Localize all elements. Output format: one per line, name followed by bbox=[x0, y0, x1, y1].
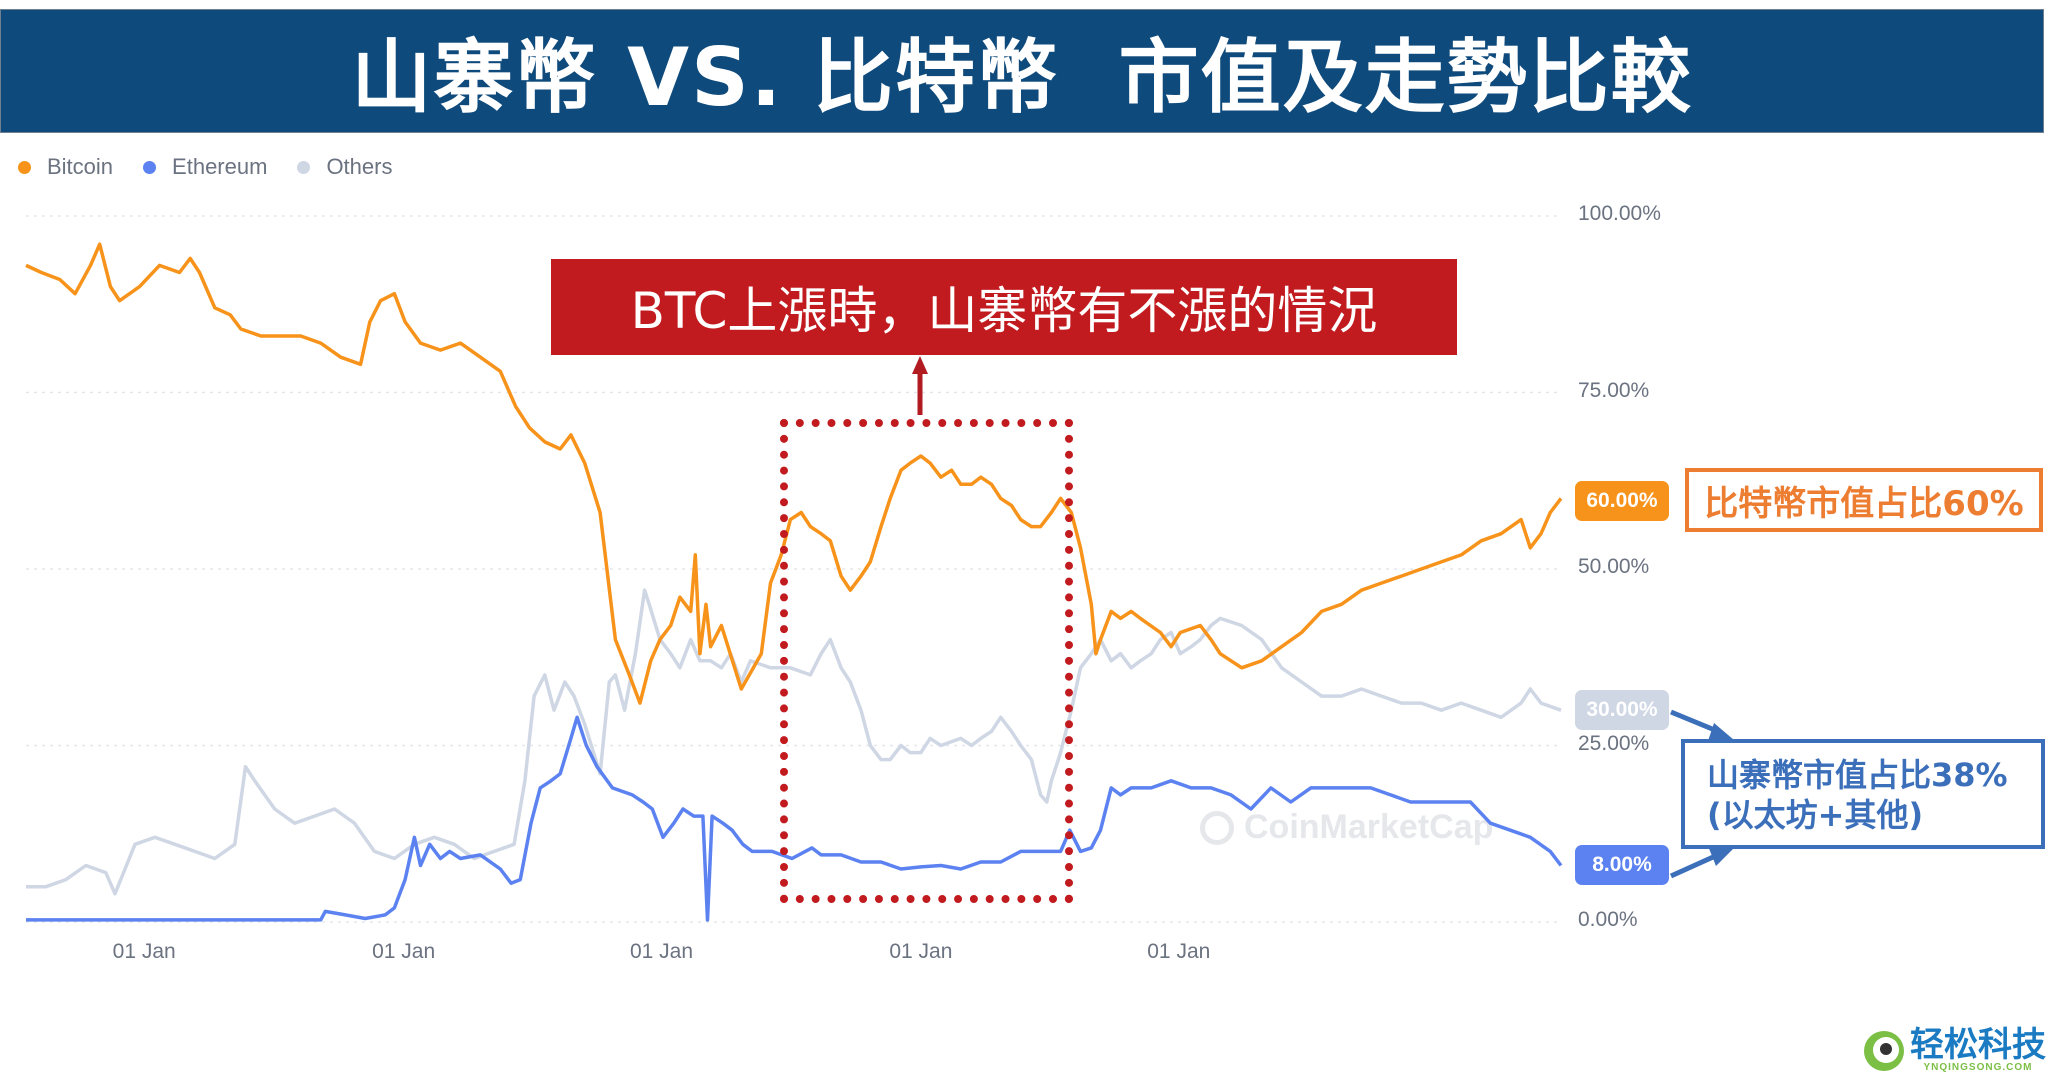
legend-item-ethereum[interactable]: Ethereum bbox=[143, 154, 267, 180]
series-line-others bbox=[26, 588, 1562, 896]
brand-logo: 轻松科技 YNQINGSONG.COM bbox=[1864, 1028, 2046, 1073]
series-line-ethereum bbox=[26, 715, 1563, 922]
brand-name: 轻松科技 bbox=[1910, 1025, 2046, 1065]
red-arrow-head-icon bbox=[912, 356, 928, 374]
altcoin-dominance-note: 山寨幣市值占比38% (以太坊+其他) bbox=[1681, 739, 2045, 849]
bitcoin-value-badge: 60.00% bbox=[1575, 481, 1669, 521]
y-tick-label: 25.00% bbox=[1578, 731, 1650, 755]
series-line-bitcoin bbox=[25, 242, 1563, 705]
legend-label: Others bbox=[326, 154, 393, 179]
x-tick-label: 01 Jan bbox=[629, 940, 694, 963]
blue-arrow-upper-head-icon bbox=[1708, 723, 1734, 741]
btc-dominance-note: 比特幣市值占比60% bbox=[1685, 468, 2043, 532]
legend-label: Bitcoin bbox=[47, 154, 114, 179]
brand-eye-icon bbox=[1864, 1030, 1904, 1071]
chart-legend: Bitcoin Ethereum Others bbox=[18, 154, 392, 180]
altcoin-note-line1: 山寨幣市值占比38% bbox=[1707, 756, 2008, 794]
ethereum-dot-icon bbox=[143, 160, 157, 174]
y-tick-label: 50.00% bbox=[1578, 555, 1650, 578]
page-title: 山寨幣 VS. 比特幣 市值及走勢比較 bbox=[351, 31, 1693, 124]
x-tick-label: 01 Jan bbox=[889, 940, 953, 963]
highlight-dashed-box bbox=[780, 419, 1073, 903]
x-tick-label: 01 Jan bbox=[372, 940, 436, 963]
x-tick-label: 01 Jan bbox=[112, 940, 176, 963]
altcoin-note-line2: (以太坊+其他) bbox=[1707, 796, 1924, 834]
title-bar: 山寨幣 VS. 比特幣 市值及走勢比較 bbox=[0, 9, 2044, 133]
ethereum-value-badge: 8.00% bbox=[1575, 845, 1669, 885]
annotation-arrows bbox=[912, 356, 1734, 879]
y-tick-label: 75.00% bbox=[1578, 378, 1650, 402]
btc-rise-callout: BTC上漲時，山寨幣有不漲的情況 bbox=[551, 259, 1457, 355]
series-lines bbox=[25, 242, 1563, 922]
y-tick-label: 0.00% bbox=[1578, 908, 1638, 931]
coinmarketcap-watermark: CoinMarketCap bbox=[1200, 808, 1493, 847]
legend-item-others[interactable]: Others bbox=[297, 154, 392, 180]
brand-url: YNQINGSONG.COM bbox=[1923, 1062, 2033, 1073]
coinmarketcap-logo-icon bbox=[1200, 810, 1234, 845]
legend-label: Ethereum bbox=[172, 154, 268, 179]
legend-item-bitcoin[interactable]: Bitcoin bbox=[18, 154, 113, 180]
x-tick-label: 01 Jan bbox=[1147, 940, 1211, 963]
others-dot-icon bbox=[297, 160, 311, 174]
y-tick-label: 100.00% bbox=[1578, 202, 1661, 225]
bitcoin-dot-icon bbox=[18, 160, 31, 174]
watermark-text: CoinMarketCap bbox=[1244, 808, 1494, 846]
blue-arrow-lower-head-icon bbox=[1708, 846, 1734, 866]
others-value-badge: 30.00% bbox=[1575, 690, 1669, 730]
